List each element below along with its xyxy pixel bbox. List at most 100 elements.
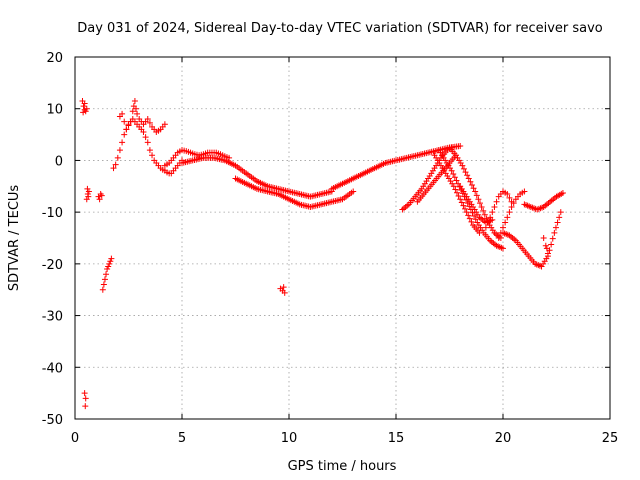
data-point bbox=[544, 250, 551, 257]
x-tick-label: 25 bbox=[602, 431, 619, 446]
data-point bbox=[85, 193, 92, 200]
series-arc-upper bbox=[161, 147, 233, 169]
y-tick-label: 0 bbox=[55, 154, 63, 169]
data-point bbox=[125, 122, 132, 129]
data-point bbox=[455, 192, 462, 199]
data-point bbox=[462, 205, 469, 212]
data-point bbox=[491, 203, 498, 210]
y-tick-label: -50 bbox=[42, 413, 63, 428]
data-point bbox=[504, 191, 511, 198]
x-tick-label: 5 bbox=[178, 431, 186, 446]
series-early-mid2 bbox=[95, 191, 105, 203]
data-point bbox=[559, 190, 566, 197]
data-point bbox=[119, 110, 126, 117]
data-point bbox=[81, 100, 88, 107]
data-point bbox=[452, 186, 459, 193]
data-point bbox=[80, 109, 87, 116]
series-arc-low bbox=[99, 255, 115, 293]
series-arc-16-b bbox=[414, 152, 459, 205]
data-point bbox=[469, 209, 476, 216]
data-point bbox=[508, 203, 515, 210]
data-point bbox=[82, 108, 89, 115]
data-point bbox=[472, 188, 479, 195]
data-point bbox=[280, 284, 287, 291]
series-arc-spikes bbox=[116, 97, 168, 135]
data-point bbox=[450, 171, 457, 178]
data-point bbox=[98, 192, 105, 199]
data-point bbox=[476, 200, 483, 207]
data-point bbox=[471, 213, 478, 220]
data-point bbox=[459, 162, 466, 169]
data-point bbox=[457, 142, 464, 149]
data-point bbox=[106, 260, 113, 267]
x-tick-label: 0 bbox=[71, 431, 79, 446]
data-point bbox=[472, 216, 479, 223]
data-point bbox=[350, 188, 357, 195]
x-tick-label: 20 bbox=[495, 431, 512, 446]
series-arc-22-tail bbox=[540, 235, 551, 257]
data-point bbox=[103, 271, 110, 278]
y-tick-labels: -50 -40 -30 -20 -10 0 10 20 bbox=[42, 51, 63, 428]
y-tick-label: -30 bbox=[42, 310, 63, 325]
y-tick-label: -20 bbox=[42, 258, 63, 273]
data-point bbox=[473, 192, 480, 199]
y-tick-label: 20 bbox=[46, 51, 63, 66]
data-point bbox=[543, 245, 550, 252]
data-point bbox=[476, 229, 483, 236]
data-point bbox=[99, 286, 106, 293]
data-point bbox=[467, 178, 474, 185]
data-point bbox=[142, 134, 149, 141]
data-point bbox=[121, 131, 128, 138]
data-point bbox=[464, 172, 471, 179]
data-point bbox=[108, 255, 115, 262]
series-isolated bbox=[277, 284, 288, 296]
data-point bbox=[468, 181, 475, 188]
data-point bbox=[465, 212, 472, 219]
x-tick-label: 10 bbox=[281, 431, 298, 446]
data-point bbox=[510, 200, 517, 207]
data-point bbox=[521, 188, 528, 195]
data-point bbox=[131, 97, 138, 104]
data-point bbox=[161, 121, 168, 128]
series-arc-18-extra bbox=[457, 183, 496, 226]
series-arc-rising-mid bbox=[328, 142, 464, 192]
y-tick-label: -10 bbox=[42, 206, 63, 221]
data-point bbox=[129, 108, 136, 115]
gridlines bbox=[75, 57, 610, 419]
data-point bbox=[458, 199, 465, 206]
series-arc-decline bbox=[179, 154, 335, 200]
data-point bbox=[468, 218, 475, 225]
series-arc-rise bbox=[110, 116, 185, 177]
data-point bbox=[448, 167, 455, 174]
data-point bbox=[83, 196, 90, 203]
data-point bbox=[493, 198, 500, 205]
data-point bbox=[450, 183, 457, 190]
data-point bbox=[504, 214, 511, 221]
data-point bbox=[112, 161, 119, 168]
data-point bbox=[82, 395, 89, 402]
data-point bbox=[506, 194, 513, 201]
data-point bbox=[460, 202, 467, 209]
data-point bbox=[144, 116, 151, 123]
data-point bbox=[495, 235, 502, 241]
data-point bbox=[489, 209, 496, 216]
data-point bbox=[134, 110, 141, 117]
data-point bbox=[500, 245, 506, 252]
data-point bbox=[107, 258, 114, 265]
data-point bbox=[481, 211, 488, 218]
data-point bbox=[460, 165, 467, 172]
data-point bbox=[489, 216, 496, 223]
data-point bbox=[81, 390, 88, 397]
data-point bbox=[83, 105, 90, 112]
series-arc-17-down3 bbox=[431, 152, 483, 236]
data-point bbox=[551, 229, 558, 236]
data-point bbox=[475, 196, 482, 203]
series-early-mid bbox=[83, 185, 92, 203]
data-point bbox=[149, 152, 156, 159]
data-point bbox=[470, 185, 477, 192]
data-points bbox=[79, 97, 566, 410]
x-tick-label: 15 bbox=[388, 431, 405, 446]
axis-ticks bbox=[74, 56, 611, 420]
chart-title: Day 031 of 2024, Sidereal Day-to-day VTE… bbox=[77, 21, 603, 36]
